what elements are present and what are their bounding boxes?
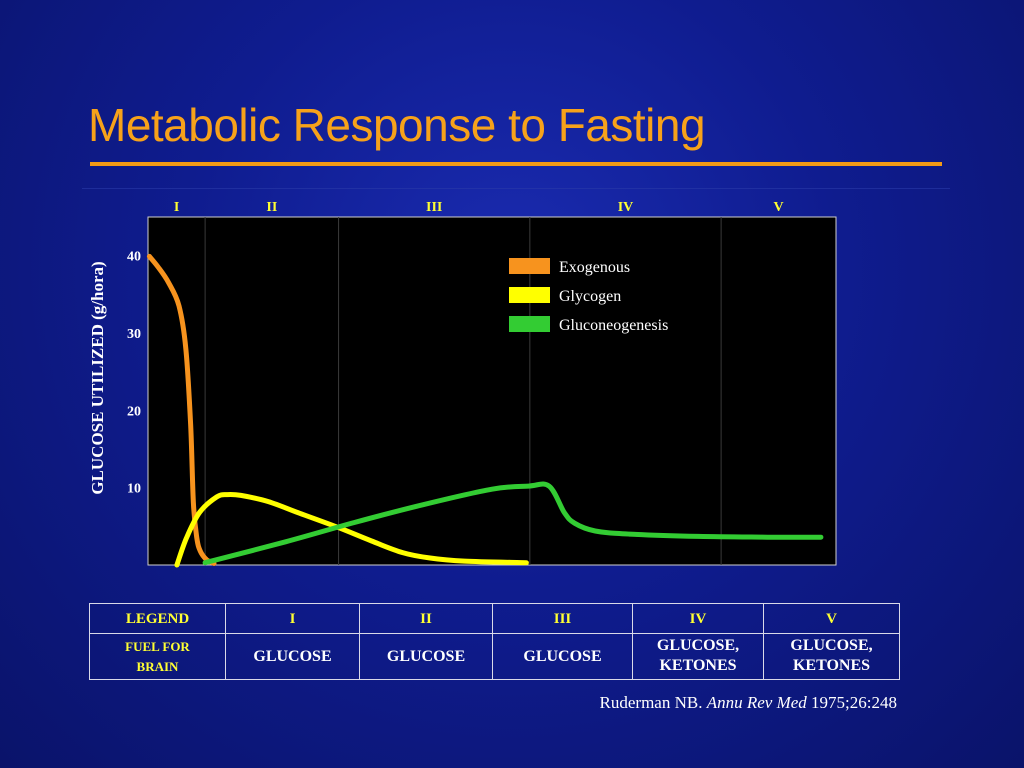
title-underline <box>90 162 942 166</box>
citation: Ruderman NB. Annu Rev Med 1975;26:248 <box>600 693 897 713</box>
series-line-glycogen <box>174 491 529 568</box>
series-line-exogenous <box>146 253 217 566</box>
series-line-gluconeogenesis <box>202 481 824 566</box>
fuel-table-row: FUEL FOR BRAIN GLUCOSE GLUCOSE GLUCOSE G… <box>90 633 900 680</box>
fuel-phase-i: GLUCOSE <box>225 633 360 680</box>
legend-swatch-glycogen <box>509 287 550 303</box>
phase-label-i: I <box>174 200 179 215</box>
y-tick-labels: 40 30 20 10 <box>127 250 141 497</box>
phase-label-iv: IV <box>618 200 634 215</box>
row-label-line2: BRAIN <box>136 659 179 674</box>
fuel-phase-iii: GLUCOSE <box>492 633 633 680</box>
fuel-phase-iv-line2: KETONES <box>659 657 737 674</box>
fuel-phase-v-line2: KETONES <box>792 657 871 674</box>
citation-ref: 1975;26:248 <box>811 693 897 712</box>
slide-title: Metabolic Response to Fasting <box>88 99 706 151</box>
phase-label-ii: II <box>266 200 277 215</box>
citation-author: Ruderman NB. <box>599 693 703 712</box>
phase-label-iii: III <box>426 200 442 215</box>
legend-label-exogenous: Exogenous <box>559 259 630 276</box>
y-tick-30: 30 <box>127 327 141 342</box>
legend-swatch-exogenous <box>509 258 550 274</box>
fuel-phase-v: GLUCOSE, KETONES <box>763 633 900 680</box>
header-phase-v: V <box>763 603 900 634</box>
y-tick-20: 20 <box>127 404 141 419</box>
fuel-phase-ii: GLUCOSE <box>359 633 493 680</box>
header-phase-ii: II <box>359 603 493 634</box>
fuel-phase-iv-line1: GLUCOSE, <box>656 637 740 654</box>
chart-legend: Exogenous Glycogen Gluconeogenesis <box>509 258 668 334</box>
header-legend: LEGEND <box>89 603 226 634</box>
legend-swatch-gluconeogenesis <box>509 316 550 332</box>
header-phase-iv: IV <box>632 603 764 634</box>
y-tick-10: 10 <box>127 482 141 497</box>
fuel-table: LEGEND I II III IV V FUEL FOR BRAIN GLUC… <box>89 603 900 680</box>
header-phase-i: I <box>225 603 360 634</box>
phase-label-v: V <box>773 200 783 215</box>
citation-journal: Annu Rev Med <box>706 693 807 712</box>
legend-label-gluconeogenesis: Gluconeogenesis <box>559 317 668 334</box>
row-label-line1: FUEL FOR <box>125 639 190 654</box>
series-lines <box>146 253 824 568</box>
phase-labels: I II III IV V <box>174 200 784 215</box>
y-tick-40: 40 <box>127 250 141 265</box>
fuel-phase-iv: GLUCOSE, KETONES <box>632 633 764 680</box>
fuel-phase-v-line1: GLUCOSE, <box>790 637 873 654</box>
row-label-fuel-for-brain: FUEL FOR BRAIN <box>90 634 226 680</box>
header-phase-iii: III <box>492 603 633 634</box>
divider-line <box>82 188 950 189</box>
fuel-table-header: LEGEND I II III IV V <box>89 603 900 634</box>
legend-label-glycogen: Glycogen <box>559 288 621 305</box>
plot-area <box>147 216 837 566</box>
